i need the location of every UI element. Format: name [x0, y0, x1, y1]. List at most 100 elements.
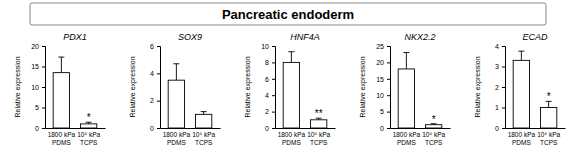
x-tick: 10⁶ kPaTCPS	[537, 128, 560, 146]
y-tick: 4	[495, 43, 505, 50]
x-axis: 1800 kPaPDMS10⁶ kPaTCPS	[276, 128, 336, 146]
x-tick-label-line: 1800 kPa	[278, 131, 306, 138]
marks	[53, 57, 97, 128]
y-axis-line	[502, 47, 506, 129]
error-bar	[173, 64, 179, 80]
plot: SOX902461800 kPaPDMS10⁶ kPaTCPS	[150, 32, 220, 146]
panel: SOX902461800 kPaPDMS10⁶ kPaTCPSRelative …	[129, 32, 221, 146]
error-bar-cap	[201, 111, 207, 112]
x-tick-label-line: 10⁶ kPa	[192, 131, 215, 138]
x-tick-label-line: TCPS	[310, 139, 328, 146]
y-tick-mark	[272, 46, 275, 47]
y-tick-mark	[387, 112, 390, 113]
y-tick-label: 1	[495, 104, 499, 111]
x-tick-label: 1800 kPaPDMS	[278, 131, 306, 145]
error-bar-stem	[176, 64, 177, 80]
plot: PDX105101520*1800 kPaPDMS10⁶ kPaTCPS	[31, 32, 105, 146]
x-tick-label: 1800 kPaPDMS	[163, 131, 191, 145]
bar	[398, 69, 414, 128]
x-tick-label-line: PDMS	[397, 139, 416, 146]
x-tick-label-line: PDMS	[512, 139, 531, 146]
y-tick-mark	[272, 128, 275, 129]
x-tick-label-line: 10⁶ kPa	[422, 131, 445, 138]
significance: *	[432, 114, 436, 125]
significance: *	[547, 91, 551, 102]
x-tick-label: 10⁶ kPaTCPS	[192, 131, 215, 145]
x-axis: 1800 kPaPDMS10⁶ kPaTCPS	[46, 128, 106, 146]
significance: *	[87, 112, 91, 123]
y-tick-mark	[387, 95, 390, 96]
x-tick: 1800 kPaPDMS	[508, 128, 536, 146]
y-tick-mark	[502, 108, 505, 109]
header-box	[30, 3, 546, 25]
x-tick-label-line: 1800 kPa	[48, 131, 76, 138]
y-tick: 0	[380, 125, 390, 132]
y-tick-mark	[272, 62, 275, 63]
x-tick-label: 10⁶ kPaTCPS	[537, 131, 560, 145]
y-tick: 0	[265, 125, 275, 132]
y-axis: 0246	[150, 43, 160, 132]
y-tick-label: 20	[376, 59, 384, 66]
y-tick-label: 0	[265, 125, 269, 132]
x-tick-label-line: TCPS	[195, 139, 213, 146]
error-bar-stem	[61, 57, 62, 73]
y-axis-title: Relative expression	[474, 56, 482, 117]
y-tick: 6	[265, 76, 275, 83]
chart-title: HNF4A	[290, 32, 320, 42]
y-tick: 0	[495, 125, 505, 132]
y-tick-label: 6	[150, 43, 154, 50]
error-bar-cap	[518, 51, 524, 52]
x-tick-label: 1800 kPaPDMS	[393, 131, 421, 145]
x-tick: 1800 kPaPDMS	[278, 128, 306, 146]
x-tick-label-line: PDMS	[282, 139, 301, 146]
bar	[283, 62, 299, 128]
bar	[513, 60, 529, 128]
x-tick: 10⁶ kPaTCPS	[192, 128, 215, 146]
panel: NKX2.20510152025*1800 kPaPDMS10⁶ kPaTCPS…	[359, 32, 451, 146]
y-tick-mark	[42, 128, 45, 129]
y-tick: 4	[265, 92, 275, 99]
x-tick: 1800 kPaPDMS	[163, 128, 191, 146]
y-tick: 5	[35, 104, 45, 111]
x-axis-line	[161, 128, 221, 129]
x-tick-label: 10⁶ kPaTCPS	[307, 131, 330, 145]
x-tick: 1800 kPaPDMS	[393, 128, 421, 146]
x-axis-line	[391, 128, 451, 129]
error-bar-cap	[403, 52, 409, 53]
y-tick-label: 0	[380, 125, 384, 132]
plot: NKX2.20510152025*1800 kPaPDMS10⁶ kPaTCPS	[376, 32, 450, 146]
bar	[168, 80, 184, 128]
y-tick: 2	[150, 97, 160, 104]
bar	[53, 73, 69, 128]
x-tick-label: 1800 kPaPDMS	[48, 131, 76, 145]
x-axis-line	[506, 128, 566, 129]
x-tick-label-line: TCPS	[540, 139, 558, 146]
significance: **	[315, 108, 323, 119]
y-tick-label: 4	[265, 92, 269, 99]
y-tick-label: 0	[495, 125, 499, 132]
y-tick-label: 6	[265, 76, 269, 83]
y-axis: 05101520	[31, 43, 45, 132]
y-tick: 20	[31, 43, 45, 50]
y-tick-mark	[272, 112, 275, 113]
y-tick-label: 10	[376, 92, 384, 99]
chart-title: PDX1	[63, 32, 87, 42]
y-tick: 1	[495, 104, 505, 111]
y-tick-label: 15	[31, 63, 39, 70]
y-tick-label: 5	[35, 104, 39, 111]
y-tick-label: 4	[150, 70, 154, 77]
error-bar	[403, 53, 409, 69]
y-tick: 4	[150, 70, 160, 77]
y-tick-label: 10	[31, 84, 39, 91]
y-tick-mark	[387, 62, 390, 63]
x-axis: 1800 kPaPDMS10⁶ kPaTCPS	[506, 128, 566, 146]
y-tick-label: 2	[265, 108, 269, 115]
y-tick-label: 15	[376, 76, 384, 83]
marks	[283, 52, 327, 128]
y-tick-mark	[502, 46, 505, 47]
y-tick: 5	[380, 108, 390, 115]
marks	[168, 64, 212, 128]
x-tick-label: 1800 kPaPDMS	[508, 131, 536, 145]
y-tick-mark	[157, 73, 160, 74]
y-tick: 10	[31, 84, 45, 91]
